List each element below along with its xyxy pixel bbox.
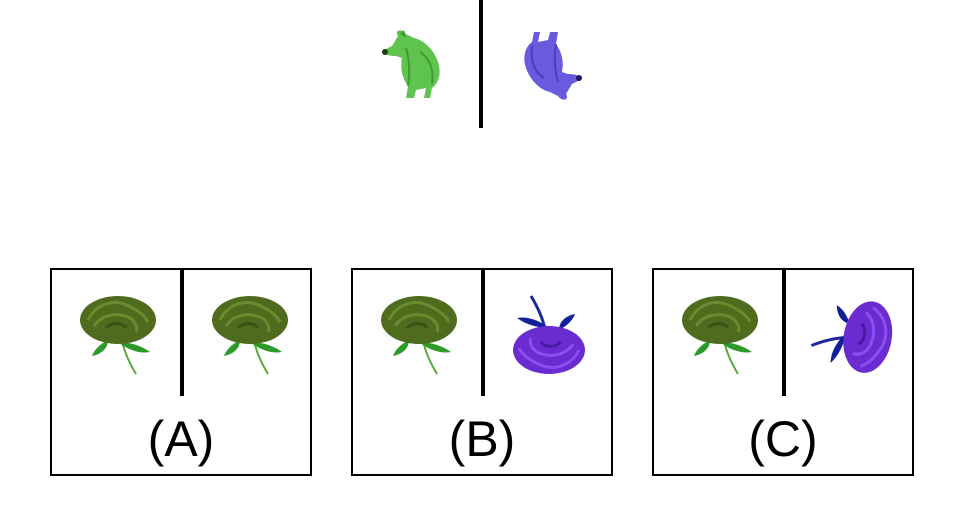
green-rose-icon [674, 290, 766, 376]
option-a-box[interactable]: (A) [50, 268, 312, 476]
example-divider [479, 0, 483, 128]
purple-rose-rotated-icon [804, 286, 896, 382]
purple-rose-flipped-icon [499, 288, 595, 380]
option-b-label: (B) [448, 411, 516, 467]
green-rose-icon [72, 290, 164, 376]
option-c-divider [782, 270, 786, 396]
blue-dog-figure [520, 28, 584, 102]
option-b-divider [481, 270, 485, 396]
option-a-divider [180, 270, 184, 396]
green-rose-icon [373, 290, 465, 376]
option-b-box[interactable]: (B) [351, 268, 613, 476]
option-c-label: (C) [748, 411, 818, 467]
green-dog-figure [380, 28, 444, 102]
option-a-label: (A) [147, 411, 215, 467]
option-c-box[interactable]: (C) [652, 268, 914, 476]
green-rose-icon [204, 290, 296, 376]
